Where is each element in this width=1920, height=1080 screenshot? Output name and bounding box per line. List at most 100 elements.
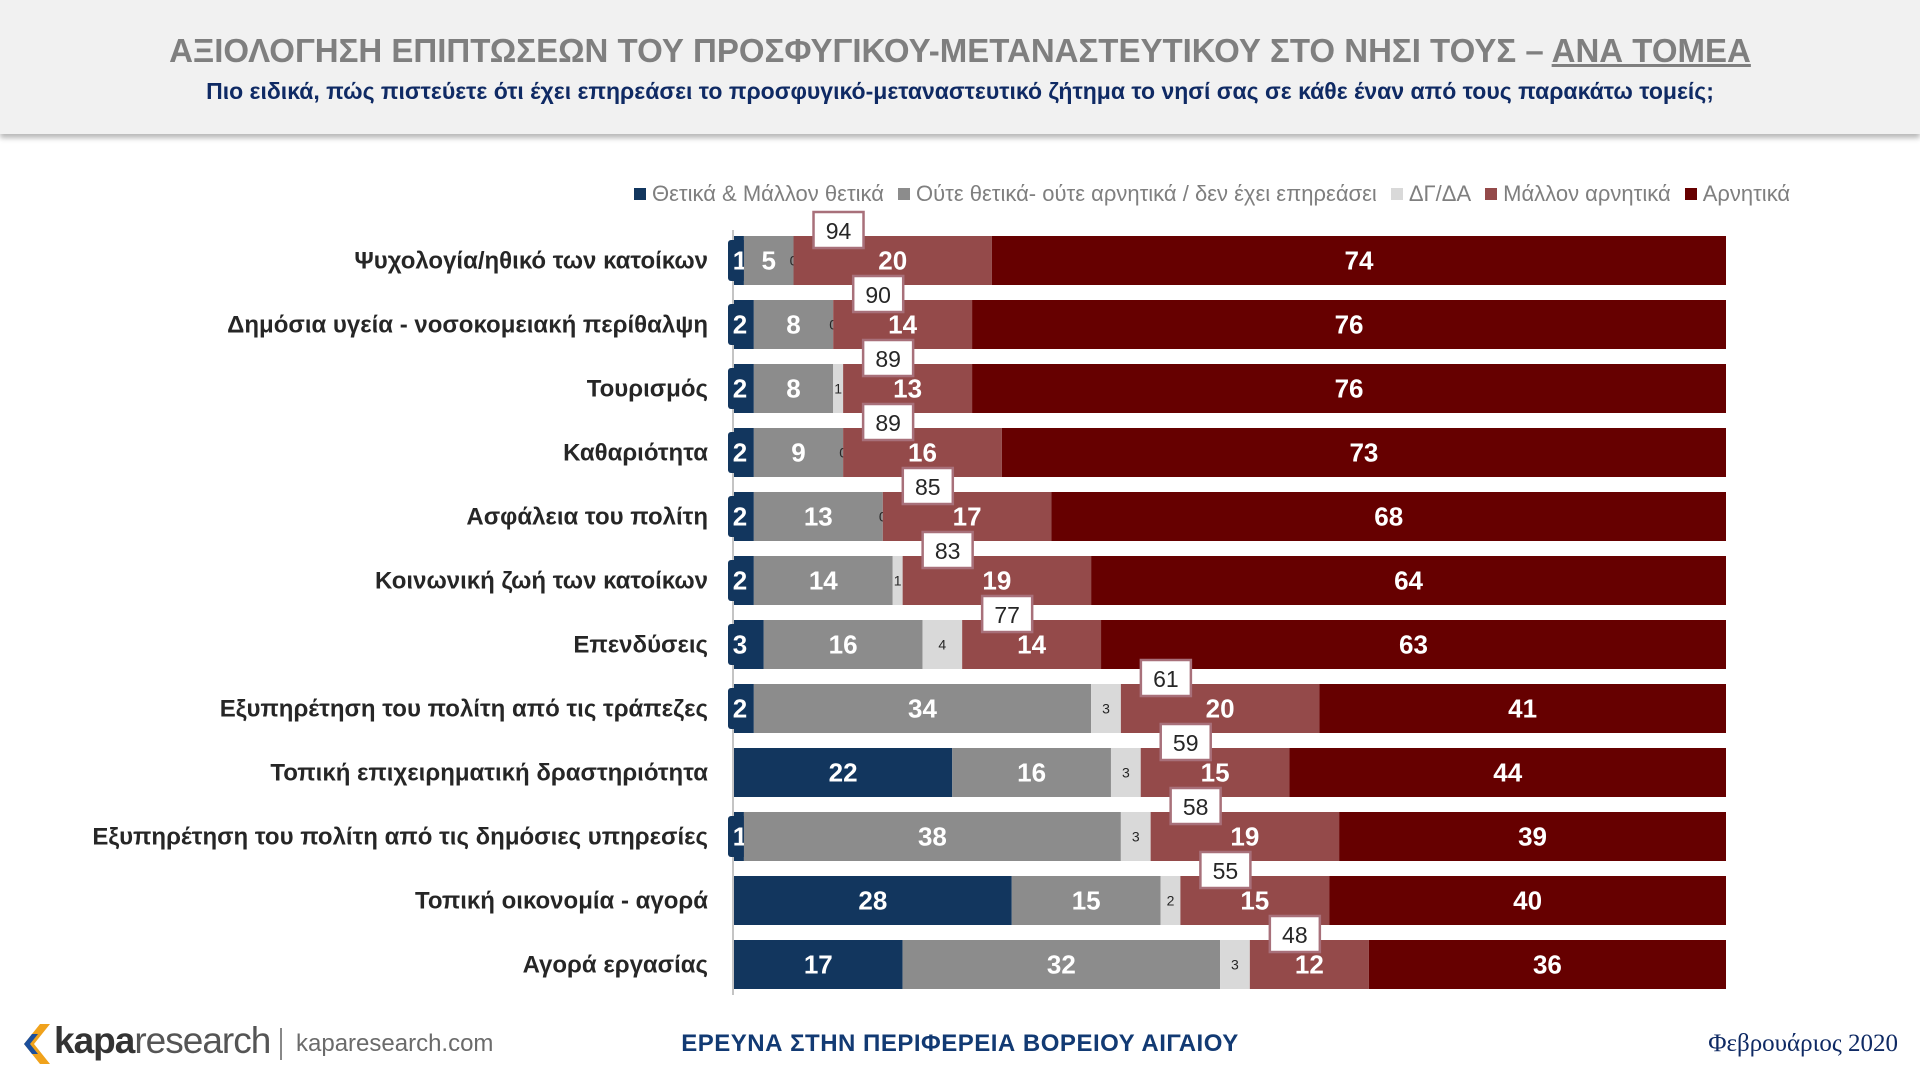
negative-total-callout (1159, 722, 1212, 762)
negative-total-label: 61 (1153, 666, 1179, 692)
bar-value-label: 2 (733, 694, 747, 724)
bar-value-label: 39 (1518, 822, 1547, 852)
bar-value-label: 8 (786, 374, 800, 404)
page-subtitle: Πιο ειδικά, πώς πιστεύετε ότι έχει επηρε… (206, 78, 1714, 104)
logo-url[interactable]: kaparesearch.com (296, 1030, 494, 1057)
bar-segment (1110, 748, 1141, 797)
bar-value-label: 16 (829, 630, 858, 660)
bar-value-label: 2 (733, 502, 747, 532)
logo-wordmark: kaparesearch (54, 1020, 271, 1062)
bar-value-label: 19 (1230, 822, 1259, 852)
bar-value-label: 8 (786, 310, 800, 340)
bar-value-label: 12 (1295, 950, 1324, 980)
negative-total-callout (901, 466, 955, 506)
bar-segment (1160, 876, 1181, 925)
bar-segment (743, 236, 794, 285)
bar-value-label: 13 (893, 374, 922, 404)
bar-value-label: 1 (733, 822, 747, 852)
category-label: Δημόσια υγεία - νοσοκομειακή περίθαλψη (227, 312, 708, 339)
bar-value-label: 17 (804, 950, 833, 980)
logo-mark-icon (24, 1024, 50, 1064)
bar-segment (952, 748, 1111, 797)
bar-segment (753, 300, 834, 349)
negative-total-callout (1139, 658, 1193, 698)
bar-value-label: 36 (1533, 950, 1562, 980)
legend-item: Αρνητικά (1684, 181, 1790, 207)
bar-value-label: 64 (1394, 566, 1423, 596)
bar-value-label: 16 (908, 438, 937, 468)
bar-value-label: 38 (918, 822, 947, 852)
negative-total-callout (1169, 786, 1222, 826)
bar-segment (1091, 684, 1121, 733)
bar-segment (734, 876, 1012, 925)
category-label: Ασφάλεια του πολίτη (466, 504, 708, 531)
small-value-tag (728, 688, 752, 729)
negative-total-label: 89 (875, 346, 901, 372)
bar-segment (753, 684, 1092, 733)
bar-value-label: 16 (1017, 758, 1046, 788)
small-value-tag (728, 304, 752, 345)
bar-segment (902, 940, 1221, 989)
small-value-tag (728, 496, 752, 537)
category-label: Τοπική οικονομία - αγορά (415, 888, 708, 915)
legend-swatch (1390, 188, 1403, 200)
bar-segment (1368, 940, 1726, 989)
bar-value-label: 20 (878, 246, 907, 276)
negative-total-label: 85 (915, 474, 941, 500)
bar-value-label: 9 (791, 438, 805, 468)
negative-total-label: 58 (1183, 794, 1209, 820)
bar-value-label: 1 (834, 381, 842, 397)
bar-value-label: 2 (733, 438, 747, 468)
legend-swatch (897, 188, 910, 200)
bar-value-label: 74 (1344, 246, 1373, 276)
small-value-tag (728, 624, 752, 665)
category-label: Κοινωνική ζωή των κατοίκων (375, 568, 708, 595)
bar-value-label: 44 (1493, 758, 1522, 788)
bar-value-label: 41 (1508, 694, 1537, 724)
small-value-tag (728, 368, 752, 409)
bar-segment (1051, 492, 1726, 541)
bar-value-label: 28 (858, 886, 887, 916)
legend-item: Μάλλον αρνητικά (1485, 181, 1671, 207)
negative-total-callout (861, 402, 915, 442)
survey-region-caption: ΕΡΕΥΝΑ ΣΤΗΝ ΠΕΡΙΦΕΡΕΙΑ ΒΟΡΕΙΟΥ ΑΙΓΑΙΟΥ (681, 1030, 1239, 1057)
bar-segment (1091, 556, 1726, 605)
bar-value-label: 2 (733, 374, 747, 404)
negative-total-callout (851, 274, 905, 314)
bar-value-label: 3 (1102, 701, 1110, 717)
survey-date: Φεβρουάριος 2020 (1708, 1030, 1898, 1057)
bar-value-label: 1 (733, 246, 747, 276)
legend-label: Θετικά & Μάλλον θετικά (652, 181, 884, 206)
bar-value-label: 63 (1399, 630, 1428, 660)
legend-swatch (1485, 188, 1498, 200)
negative-total-label: 90 (865, 282, 891, 308)
bar-segment (734, 940, 903, 989)
negative-total-label: 94 (826, 218, 852, 244)
bar-value-label: 5 (761, 246, 775, 276)
negative-total-label: 83 (935, 538, 961, 564)
legend-label: Ούτε θετικά- ούτε αρνητικά / δεν έχει επ… (915, 181, 1377, 206)
bar-value-label: 15 (1072, 886, 1101, 916)
legend-label: ΔΓ/ΔΑ (1408, 181, 1472, 206)
bar-value-label: 40 (1513, 886, 1542, 916)
bar-value-label: 76 (1335, 310, 1364, 340)
bar-value-label: 4 (938, 637, 946, 653)
bar-segment (892, 556, 903, 605)
bar-value-label: 2 (1167, 893, 1175, 909)
category-label: Εξυπηρέτηση του πολίτη από τις δημόσιες … (92, 824, 708, 851)
bar-segment (972, 300, 1726, 349)
logo-brand-light: research (134, 1020, 271, 1061)
bar-value-label: 20 (1206, 694, 1235, 724)
bar-segment (743, 812, 1121, 861)
bar-value-label: 34 (908, 694, 937, 724)
bar-segment (1339, 812, 1726, 861)
bar-value-label: 2 (733, 310, 747, 340)
bar-segment (753, 492, 883, 541)
legend-swatch (634, 188, 646, 200)
bar-segment (972, 364, 1726, 413)
category-label: Τοπική επιχειρηματική δραστηριότητα (270, 760, 708, 787)
legend-label: Μάλλον αρνητικά (1503, 181, 1671, 206)
negative-total-callout (1199, 850, 1252, 890)
small-value-tag (728, 432, 752, 473)
small-value-tag (728, 560, 752, 601)
